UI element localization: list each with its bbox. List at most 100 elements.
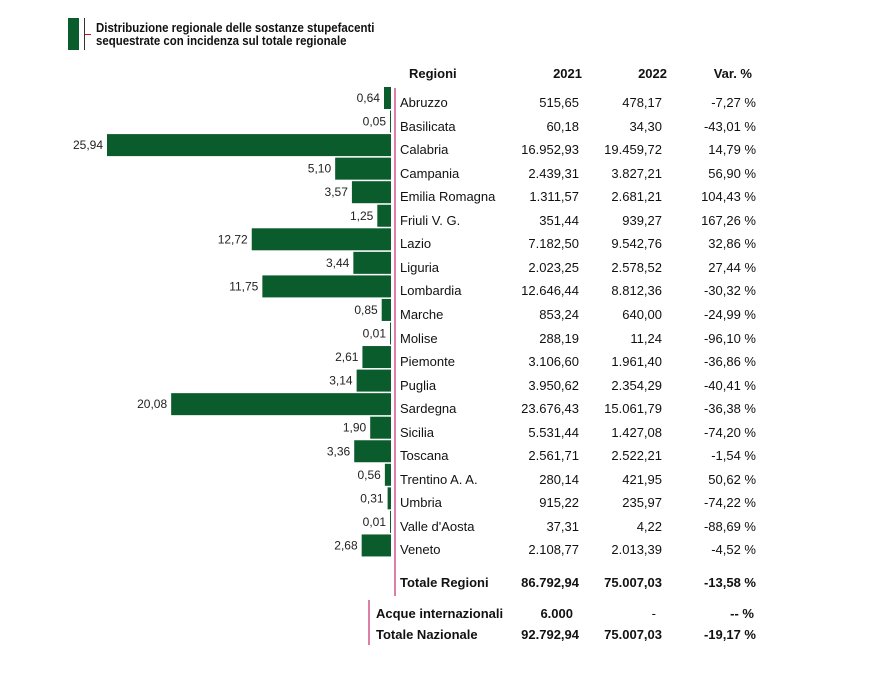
region-name: Sardegna: [400, 401, 457, 417]
value-2021: 2.108,77: [528, 542, 579, 558]
value-var: -1,54 %: [711, 448, 756, 464]
bar-value-label: 0,85: [354, 303, 378, 317]
bar-value-label: 0,31: [360, 491, 384, 505]
region-name: Molise: [400, 330, 438, 346]
value-2022: 939,27: [622, 212, 662, 228]
bar-basilicata: [390, 110, 391, 133]
value-2021: 280,14: [539, 471, 579, 487]
acque-label: Acque internazionali: [376, 606, 504, 621]
region-name: Valle d'Aosta: [400, 518, 475, 534]
region-name: Campania: [400, 165, 460, 181]
bar-value-label: 0,01: [363, 515, 387, 529]
region-name: Veneto: [400, 542, 441, 558]
totale-regioni-2021: 86.792,94: [521, 575, 579, 590]
region-name: Liguria: [400, 259, 440, 275]
bar-value-label: 5,10: [308, 162, 332, 176]
value-var: -30,32 %: [703, 283, 756, 299]
bar-sicilia: [370, 416, 391, 439]
bar-friuli-v-g-: [377, 204, 391, 227]
region-name: Friuli V. G.: [400, 212, 461, 228]
totale-nazionale-label: Totale Nazionale: [376, 627, 478, 642]
value-2021: 37,31: [546, 518, 579, 534]
region-name: Lazio: [400, 236, 432, 252]
value-2021: 7.182,50: [528, 236, 579, 252]
value-2022: 2.522,21: [611, 448, 662, 464]
chart-title: Distribuzione regionale delle sostanze s…: [96, 21, 374, 47]
bar-value-label: 1,90: [343, 421, 367, 435]
value-2022: 478,17: [622, 95, 662, 110]
value-var: 56,90 %: [708, 165, 756, 181]
value-var: -88,69 %: [703, 518, 756, 534]
totale-nazionale-2021: 92.792,94: [521, 627, 579, 642]
acque-2022: -: [651, 606, 656, 621]
value-var: -40,41 %: [703, 377, 756, 393]
value-2021: 915,22: [539, 495, 579, 511]
bar-liguria: [353, 251, 391, 274]
value-2021: 16.952,93: [521, 142, 579, 158]
bar-umbria: [387, 487, 391, 510]
value-2022: 34,30: [629, 118, 662, 134]
value-2022: 421,95: [622, 471, 662, 487]
value-2021: 2.023,25: [528, 259, 579, 275]
value-2022: 15.061,79: [604, 401, 662, 417]
region-name: Lombardia: [400, 283, 462, 299]
value-2022: 2.013,39: [611, 542, 662, 558]
value-2021: 2.561,71: [528, 448, 579, 464]
flag-green-bar: [68, 18, 79, 50]
bar-toscana: [354, 440, 391, 463]
bar-puglia: [356, 369, 391, 392]
bar-value-label: 20,08: [137, 397, 167, 411]
totale-regioni-2022: 75.007,03: [604, 575, 662, 590]
region-name: Basilicata: [400, 118, 456, 134]
bar-value-label: 3,57: [325, 185, 349, 199]
bar-lombardia: [262, 275, 391, 298]
value-2021: 2.439,31: [528, 165, 579, 181]
header-region: Regioni: [409, 66, 457, 81]
totale-regioni-label: Totale Regioni: [400, 575, 489, 590]
value-2021: 3.106,60: [528, 354, 579, 370]
header-var: Var. %: [713, 66, 752, 81]
value-2022: 11,24: [630, 330, 662, 346]
bar-emilia-romagna: [351, 181, 391, 204]
bar-value-label: 0,64: [357, 91, 381, 105]
region-name: Calabria: [400, 142, 449, 158]
bar-calabria: [107, 134, 391, 157]
header-2021: 2021: [553, 66, 582, 81]
bar-value-label: 3,36: [327, 444, 351, 458]
bar-value-label: 3,44: [326, 256, 350, 270]
region-name: Emilia Romagna: [400, 189, 496, 205]
value-2022: 1.427,08: [611, 424, 662, 440]
bar-value-label: 0,05: [363, 115, 387, 129]
value-2021: 515,65: [539, 95, 579, 110]
value-var: -4,52 %: [711, 542, 756, 558]
value-2021: 351,44: [539, 212, 579, 228]
region-name: Trentino A. A.: [400, 471, 478, 487]
bar-marche: [381, 298, 391, 321]
bar-value-label: 12,72: [218, 232, 248, 246]
value-var: -36,86 %: [703, 354, 756, 370]
value-var: -36,38 %: [703, 401, 756, 417]
value-2021: 3.950,62: [528, 377, 579, 393]
header-2022: 2022: [638, 66, 667, 81]
value-2021: 5.531,44: [528, 424, 579, 440]
region-name: Umbria: [400, 495, 442, 511]
bar-value-label: 25,94: [73, 138, 103, 152]
region-name: Abruzzo: [400, 95, 448, 110]
acque-var: -- %: [730, 606, 754, 621]
value-2022: 4,22: [636, 518, 662, 534]
title-line-2: sequestrate con incidenza sul totale reg…: [96, 33, 347, 48]
value-2022: 9.542,76: [611, 236, 662, 252]
value-var: 14,79 %: [708, 142, 756, 158]
value-2022: 8.812,36: [611, 283, 662, 299]
value-var: 27,44 %: [708, 259, 756, 275]
bar-trentino-a-a-: [384, 463, 391, 486]
bar-value-label: 1,25: [350, 209, 374, 223]
value-var: 104,43 %: [701, 189, 756, 205]
bar-valle-d-aosta: [390, 510, 391, 533]
bar-value-label: 11,75: [229, 279, 258, 293]
totale-regioni-var: -13,58 %: [703, 575, 756, 590]
value-var: -74,22 %: [703, 495, 756, 511]
value-2021: 12.646,44: [521, 283, 579, 299]
value-2022: 2.681,21: [611, 189, 662, 205]
